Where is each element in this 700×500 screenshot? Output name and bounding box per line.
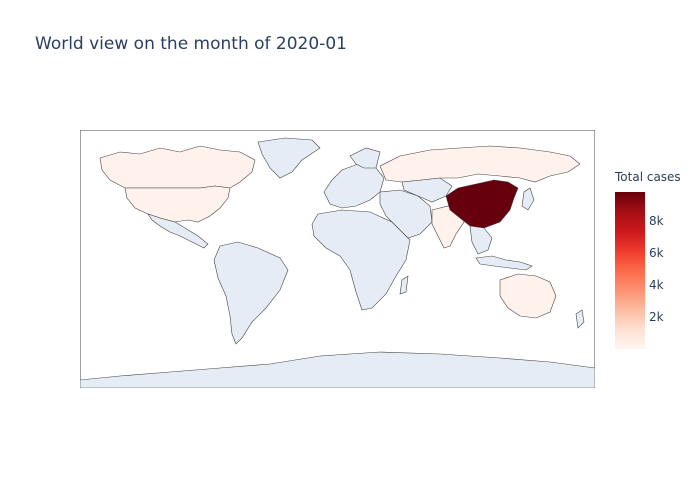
region-united-states[interactable] <box>124 185 231 223</box>
colorbar-tick-6k: 6k <box>649 245 664 260</box>
region-south-america[interactable] <box>213 241 289 345</box>
region-madagascar[interactable] <box>399 275 409 295</box>
world-map[interactable] <box>80 130 595 388</box>
colorbar-tick-4k: 4k <box>649 277 664 292</box>
colorbar-title: Total cases <box>615 170 681 184</box>
colorbar-tick-2k: 2k <box>649 309 664 324</box>
region-scandinavia[interactable] <box>349 147 381 169</box>
region-antarctica[interactable] <box>80 351 595 388</box>
region-canada[interactable] <box>99 145 256 189</box>
colorbar <box>615 192 645 349</box>
chart-title: World view on the month of 2020-01 <box>35 34 347 54</box>
region-china[interactable] <box>445 179 519 229</box>
region-europe[interactable] <box>323 163 385 209</box>
region-new-zealand[interactable] <box>575 309 585 329</box>
region-australia[interactable] <box>499 273 557 319</box>
region-japan[interactable] <box>521 187 535 211</box>
region-africa[interactable] <box>311 209 411 311</box>
colorbar-tick-8k: 8k <box>649 213 664 228</box>
region-greenland[interactable] <box>257 137 321 179</box>
region-indonesia[interactable] <box>475 255 533 271</box>
region-central-america[interactable] <box>147 213 209 249</box>
region-southeast-asia[interactable] <box>469 225 493 255</box>
region-middle-east[interactable] <box>379 189 433 239</box>
